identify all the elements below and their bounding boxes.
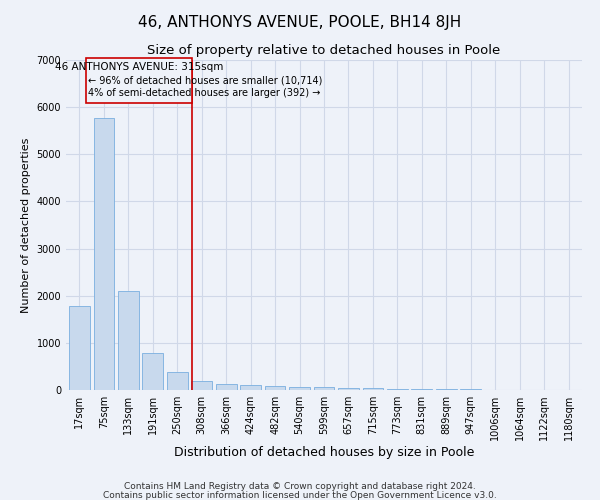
Text: ← 96% of detached houses are smaller (10,714): ← 96% of detached houses are smaller (10… (88, 76, 323, 86)
Bar (362, 388, 383, 390)
Text: Contains public sector information licensed under the Open Government Licence v3: Contains public sector information licen… (103, 490, 497, 500)
Bar (167, 372, 188, 390)
Text: Contains HM Land Registry data © Crown copyright and database right 2024.: Contains HM Land Registry data © Crown c… (124, 482, 476, 491)
Title: Size of property relative to detached houses in Poole: Size of property relative to detached ho… (148, 44, 500, 58)
Bar (191, 380, 212, 390)
Bar (289, 386, 310, 390)
Bar (69, 306, 90, 390)
Bar (436, 389, 457, 390)
Bar (412, 389, 432, 390)
Bar (142, 353, 163, 390)
Bar (338, 388, 359, 390)
Text: 46 ANTHONYS AVENUE: 315sqm: 46 ANTHONYS AVENUE: 315sqm (55, 62, 224, 72)
Bar (94, 118, 114, 390)
Bar (265, 386, 286, 390)
FancyBboxPatch shape (86, 58, 193, 104)
X-axis label: Distribution of detached houses by size in Poole: Distribution of detached houses by size … (174, 446, 474, 459)
Bar (387, 388, 408, 390)
Bar (240, 385, 261, 390)
Bar (314, 388, 334, 390)
Text: 4% of semi-detached houses are larger (392) →: 4% of semi-detached houses are larger (3… (88, 88, 320, 99)
Y-axis label: Number of detached properties: Number of detached properties (21, 138, 31, 312)
Text: 46, ANTHONYS AVENUE, POOLE, BH14 8JH: 46, ANTHONYS AVENUE, POOLE, BH14 8JH (139, 15, 461, 30)
Bar (216, 384, 236, 390)
Bar (118, 292, 139, 390)
